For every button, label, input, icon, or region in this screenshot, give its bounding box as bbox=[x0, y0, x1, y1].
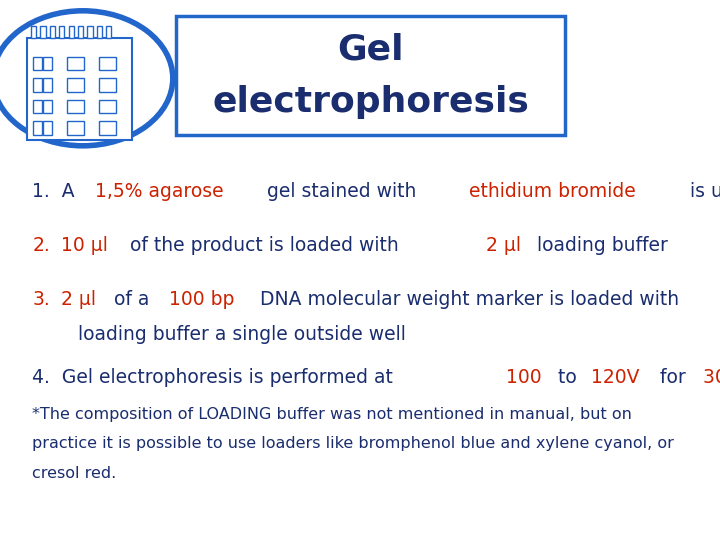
FancyBboxPatch shape bbox=[27, 38, 132, 140]
Bar bbox=[99, 122, 116, 135]
Bar bbox=[87, 26, 93, 38]
Text: DNA molecular weight marker is loaded with: DNA molecular weight marker is loaded wi… bbox=[253, 290, 685, 309]
Bar bbox=[78, 26, 84, 38]
Text: electrophoresis: electrophoresis bbox=[212, 85, 529, 119]
Text: of a: of a bbox=[108, 290, 156, 309]
Text: 120V: 120V bbox=[591, 368, 640, 387]
Bar bbox=[67, 100, 84, 113]
Text: practice it is possible to use loaders like bromphenol blue and xylene cyanol, o: practice it is possible to use loaders l… bbox=[32, 436, 674, 451]
Bar bbox=[43, 122, 52, 135]
Text: is used: is used bbox=[685, 182, 720, 201]
Bar bbox=[33, 78, 42, 92]
Bar bbox=[96, 26, 102, 38]
Text: 1.  A: 1. A bbox=[32, 182, 81, 201]
Text: 10 μl: 10 μl bbox=[55, 236, 108, 255]
Text: gel stained with: gel stained with bbox=[261, 182, 423, 201]
Text: to: to bbox=[552, 368, 582, 387]
Bar bbox=[67, 57, 84, 70]
Text: cresol red.: cresol red. bbox=[32, 466, 117, 481]
Bar bbox=[59, 26, 64, 38]
Text: of the product is loaded with: of the product is loaded with bbox=[124, 236, 404, 255]
Bar bbox=[33, 122, 42, 135]
Text: *The composition of LOADING buffer was not mentioned in manual, but on: *The composition of LOADING buffer was n… bbox=[32, 407, 632, 422]
FancyBboxPatch shape bbox=[176, 16, 565, 135]
Bar bbox=[43, 57, 52, 70]
Text: loading buffer a single outside well: loading buffer a single outside well bbox=[60, 325, 406, 344]
Bar bbox=[99, 100, 116, 113]
Text: ethidium bromide: ethidium bromide bbox=[469, 182, 636, 201]
Bar bbox=[43, 100, 52, 113]
Text: 4.  Gel electrophoresis is performed at: 4. Gel electrophoresis is performed at bbox=[32, 368, 400, 387]
Bar bbox=[50, 26, 55, 38]
Bar bbox=[31, 26, 36, 38]
Bar bbox=[33, 100, 42, 113]
Text: 2.: 2. bbox=[32, 236, 50, 255]
Bar bbox=[99, 57, 116, 70]
Text: 1,5% agarose: 1,5% agarose bbox=[95, 182, 224, 201]
Bar bbox=[40, 26, 45, 38]
Text: 3.: 3. bbox=[32, 290, 50, 309]
Bar bbox=[99, 78, 116, 92]
Bar bbox=[33, 57, 42, 70]
Text: 2 μl: 2 μl bbox=[55, 290, 96, 309]
Text: 100: 100 bbox=[505, 368, 541, 387]
Bar bbox=[67, 122, 84, 135]
Bar bbox=[67, 78, 84, 92]
Text: Gel: Gel bbox=[338, 32, 404, 66]
Text: for: for bbox=[654, 368, 692, 387]
Text: 100 bp: 100 bp bbox=[169, 290, 235, 309]
Text: loading buffer: loading buffer bbox=[531, 236, 668, 255]
Bar bbox=[43, 78, 52, 92]
Bar bbox=[106, 26, 112, 38]
Text: 30 min: 30 min bbox=[703, 368, 720, 387]
Text: 2 μl: 2 μl bbox=[486, 236, 521, 255]
Bar bbox=[68, 26, 73, 38]
